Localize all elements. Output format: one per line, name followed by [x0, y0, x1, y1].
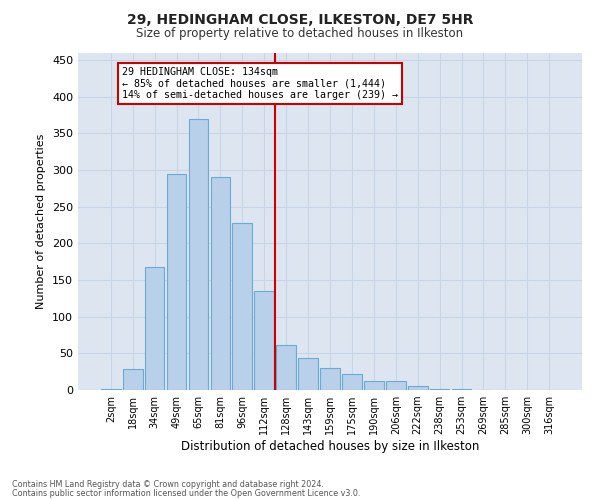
Text: Contains HM Land Registry data © Crown copyright and database right 2024.: Contains HM Land Registry data © Crown c…: [12, 480, 324, 489]
X-axis label: Distribution of detached houses by size in Ilkeston: Distribution of detached houses by size …: [181, 440, 479, 453]
Bar: [232, 222, 252, 390]
Bar: [145, 266, 164, 390]
Bar: [254, 291, 274, 390]
Bar: [386, 381, 406, 390]
Bar: [101, 388, 121, 390]
Bar: [364, 381, 384, 390]
Bar: [188, 118, 208, 390]
Bar: [298, 358, 318, 390]
Text: Size of property relative to detached houses in Ilkeston: Size of property relative to detached ho…: [136, 28, 464, 40]
Text: Contains public sector information licensed under the Open Government Licence v3: Contains public sector information licen…: [12, 489, 361, 498]
Bar: [211, 177, 230, 390]
Bar: [342, 374, 362, 390]
Bar: [430, 388, 449, 390]
Y-axis label: Number of detached properties: Number of detached properties: [37, 134, 46, 309]
Bar: [408, 386, 428, 390]
Text: 29, HEDINGHAM CLOSE, ILKESTON, DE7 5HR: 29, HEDINGHAM CLOSE, ILKESTON, DE7 5HR: [127, 12, 473, 26]
Bar: [167, 174, 187, 390]
Text: 29 HEDINGHAM CLOSE: 134sqm
← 85% of detached houses are smaller (1,444)
14% of s: 29 HEDINGHAM CLOSE: 134sqm ← 85% of deta…: [122, 67, 398, 100]
Bar: [320, 368, 340, 390]
Bar: [276, 344, 296, 390]
Bar: [123, 370, 143, 390]
